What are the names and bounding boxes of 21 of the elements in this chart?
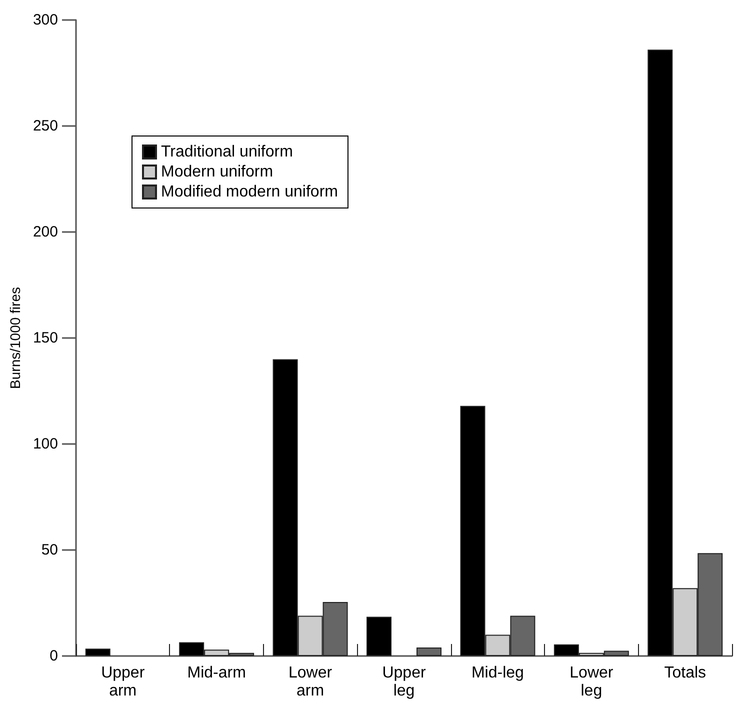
y-tick-label: 150	[32, 330, 58, 346]
x-tick-label: Upper arm	[101, 664, 146, 700]
legend-label: Modern uniform	[161, 164, 274, 180]
y-tick-label: 300	[32, 12, 58, 28]
bar	[416, 648, 442, 656]
y-tick-label: 200	[32, 224, 58, 240]
x-tick-label: Lower arm	[288, 664, 333, 700]
bar	[85, 648, 110, 656]
x-tick-label: Mid-arm	[187, 664, 246, 682]
y-tick-label: 50	[41, 542, 58, 558]
legend-label: Modified modern uniform	[161, 184, 338, 200]
x-tick-label: Totals	[664, 664, 706, 682]
bar	[366, 616, 392, 656]
y-tick-label: 0	[50, 648, 58, 664]
y-tick-label: 250	[32, 118, 58, 134]
x-tick-label: Mid-leg	[471, 664, 524, 682]
y-axis-title: Burns/1000 fires	[7, 287, 24, 389]
y-tick-label: 100	[32, 436, 58, 452]
x-tick-label: Upper leg	[382, 664, 426, 700]
legend-label: Traditional uniform	[161, 144, 293, 160]
x-tick-label: Lower leg	[570, 664, 614, 700]
